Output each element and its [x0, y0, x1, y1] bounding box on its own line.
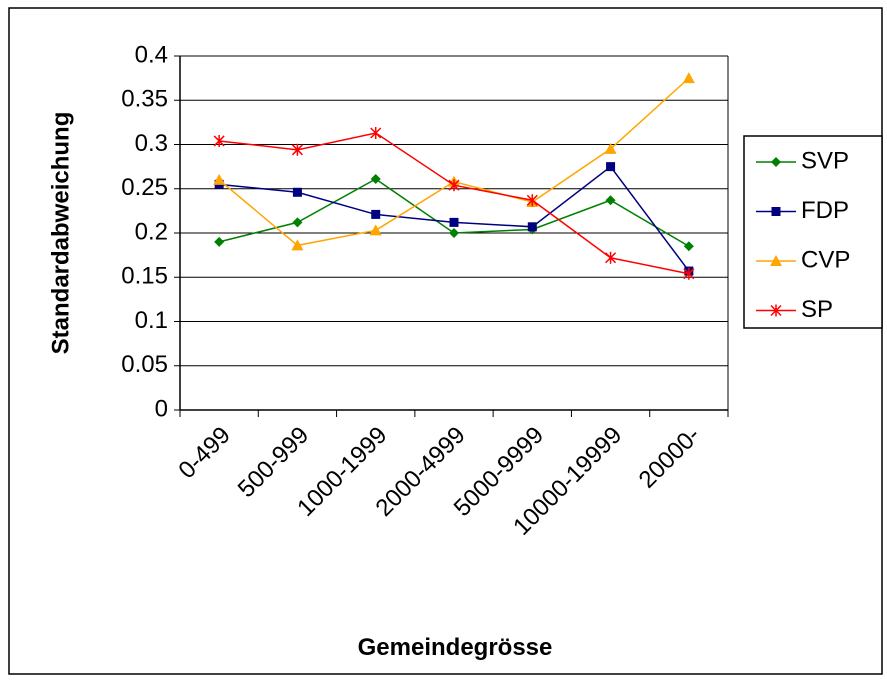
legend-marker	[770, 304, 782, 317]
data-point	[291, 239, 304, 251]
data-point	[213, 173, 226, 185]
data-point	[292, 187, 302, 197]
y-tick-label: 0.15	[121, 263, 168, 290]
y-tick-label: 0	[155, 395, 168, 422]
y-tick-label: 0.3	[135, 130, 168, 157]
data-point	[449, 217, 459, 227]
data-point	[682, 72, 695, 84]
data-point	[292, 217, 303, 228]
legend-label: FDP	[801, 197, 849, 224]
data-point	[214, 236, 225, 247]
chart-border	[8, 7, 883, 675]
legend-marker	[771, 207, 781, 216]
data-point	[370, 174, 381, 185]
data-point	[448, 179, 460, 192]
data-point	[370, 126, 382, 139]
y-tick-label: 0.25	[121, 174, 168, 201]
data-point	[683, 267, 695, 280]
y-tick-label: 0.35	[121, 86, 168, 113]
data-point	[213, 134, 225, 147]
data-point	[291, 143, 303, 156]
data-point	[605, 251, 617, 264]
data-point	[604, 142, 617, 154]
y-tick-label: 0.2	[135, 218, 168, 245]
y-tick-label: 0.05	[121, 351, 168, 378]
data-point	[605, 195, 616, 206]
y-axis-title: Standardabweichung	[47, 112, 74, 355]
data-point	[606, 162, 616, 172]
data-point	[527, 222, 537, 232]
data-point	[371, 209, 381, 219]
data-point	[449, 228, 459, 238]
data-point	[526, 194, 538, 207]
legend-marker	[770, 255, 782, 266]
legend-box	[743, 135, 883, 329]
data-point	[369, 224, 382, 236]
y-tick-label: 0.4	[135, 41, 168, 68]
legend-label: SP	[801, 296, 833, 323]
x-axis-title: Gemeindegrösse	[358, 634, 553, 661]
legend-marker	[771, 157, 781, 167]
legend-label: CVP	[801, 246, 850, 273]
y-tick-label: 0.1	[135, 307, 168, 334]
legend-label: SVP	[801, 147, 849, 174]
data-point	[683, 241, 694, 252]
